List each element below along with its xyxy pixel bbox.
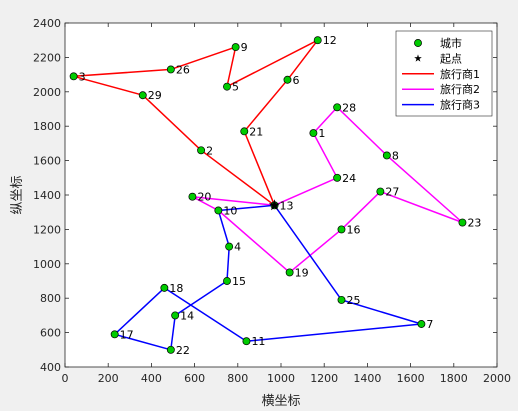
x-tick-label: 200 (98, 372, 119, 385)
city-label: 21 (249, 125, 263, 138)
city-marker (376, 187, 385, 196)
y-tick-label: 1000 (33, 258, 61, 271)
city-marker (309, 129, 318, 138)
city-label: 24 (342, 172, 356, 185)
city-label: 15 (232, 275, 246, 288)
city-label: 17 (120, 328, 134, 341)
city-label: 6 (292, 74, 299, 87)
y-axis-label: 纵坐标 (10, 175, 25, 214)
city-label: 13 (280, 199, 294, 212)
city-label: 19 (295, 266, 309, 279)
x-tick-label: 1200 (310, 372, 338, 385)
city-label: 14 (180, 309, 194, 322)
city-marker (458, 218, 467, 227)
x-axis-label: 横坐标 (261, 394, 300, 409)
start-marker (268, 199, 281, 211)
city-label: 16 (346, 223, 360, 236)
city-markers: 1234567891011121314151617181920212223242… (69, 34, 481, 357)
city-label: 23 (467, 217, 481, 230)
city-label: 2 (206, 144, 213, 157)
city-marker (242, 337, 251, 346)
x-tick-label: 2000 (483, 372, 511, 385)
y-tick-label: 1800 (33, 120, 61, 133)
city-marker (171, 311, 180, 320)
city-marker (166, 345, 175, 354)
city-label: 22 (176, 344, 190, 357)
x-tick-label: 800 (227, 372, 248, 385)
city-label: 11 (251, 335, 265, 348)
x-tick-label: 1600 (397, 372, 425, 385)
city-marker (337, 295, 346, 304)
city-marker (223, 82, 231, 91)
city-marker (69, 72, 78, 81)
city-label: 18 (169, 282, 183, 295)
city-label: 3 (79, 70, 86, 83)
city-marker (382, 151, 391, 160)
city-marker (223, 277, 231, 285)
city-marker (214, 206, 223, 215)
city-marker (337, 225, 346, 234)
city-marker (313, 36, 322, 45)
axes: 0 200 400 600 800 1000 1200 1400 1600 1800 2000400… (33, 17, 511, 385)
legend-marker-city (414, 39, 422, 47)
city-label: 20 (197, 191, 211, 204)
y-tick-label: 1600 (33, 155, 61, 168)
start-star (268, 199, 281, 211)
x-tick-label: 400 (141, 372, 162, 385)
city-marker (225, 242, 234, 251)
legend-label: 旅行商2 (440, 82, 480, 96)
city-label: 10 (223, 204, 237, 217)
city-label: 9 (241, 41, 248, 54)
y-tick-label: 1200 (33, 223, 61, 236)
y-tick-label: 1400 (33, 189, 61, 202)
city-marker (188, 192, 197, 201)
city-marker (417, 320, 426, 328)
city-label: 28 (342, 101, 356, 114)
city-label: 5 (232, 81, 239, 94)
legend-label: 旅行商3 (440, 98, 480, 112)
city-marker (110, 330, 119, 339)
legend-label: 起点 (440, 52, 462, 65)
city-marker (166, 65, 175, 74)
x-tick-label: 1800 (440, 372, 468, 385)
legend-marker-start (414, 54, 422, 62)
legend-label: 城市 (440, 36, 462, 50)
y-tick-label: 2000 (33, 86, 61, 99)
city-label: 12 (323, 34, 337, 47)
city-label: 29 (148, 89, 162, 102)
city-label: 1 (318, 127, 325, 140)
city-marker (197, 146, 206, 155)
legend-label: 旅行商1 (440, 67, 480, 81)
city-marker (333, 103, 342, 112)
y-tick-label: 600 (40, 327, 61, 340)
city-marker (231, 43, 240, 52)
city-marker (333, 173, 342, 182)
city-marker (283, 75, 292, 84)
y-tick-label: 400 (40, 361, 61, 374)
x-tick-label: 600 (184, 372, 205, 385)
y-tick-label: 2200 (33, 51, 61, 64)
city-label: 4 (234, 241, 241, 254)
city-marker (240, 127, 249, 136)
x-tick-label: 1400 (353, 372, 381, 385)
x-tick-label: 1000 (267, 372, 295, 385)
city-label: 7 (426, 318, 433, 331)
city-marker (160, 283, 169, 292)
city-marker (285, 268, 294, 277)
x-tick-label: 0 (62, 372, 69, 385)
city-label: 8 (392, 149, 399, 162)
city-marker (138, 91, 147, 100)
city-label: 27 (385, 186, 399, 199)
y-tick-label: 2400 (33, 17, 61, 30)
route-line-2 (191, 106, 464, 274)
city-label: 25 (346, 294, 360, 307)
y-tick-label: 800 (40, 292, 61, 305)
city-label: 26 (176, 63, 190, 76)
route-line-3 (113, 204, 423, 351)
